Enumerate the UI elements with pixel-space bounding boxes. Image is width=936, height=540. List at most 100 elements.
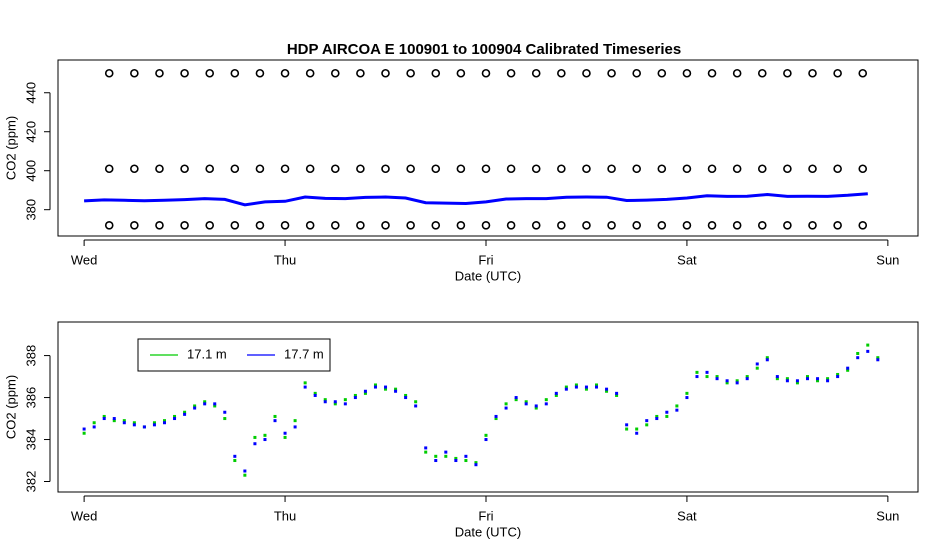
point bbox=[363, 391, 367, 395]
point bbox=[732, 220, 742, 230]
point bbox=[836, 372, 840, 376]
point bbox=[816, 377, 820, 381]
point bbox=[564, 385, 568, 389]
point bbox=[394, 387, 398, 391]
point bbox=[323, 400, 327, 404]
point bbox=[356, 220, 365, 230]
plot-frame bbox=[57, 321, 919, 493]
point bbox=[293, 419, 297, 423]
point bbox=[856, 351, 860, 355]
point bbox=[707, 164, 717, 174]
point bbox=[531, 220, 541, 230]
point bbox=[183, 412, 187, 416]
point bbox=[544, 402, 548, 406]
point bbox=[783, 220, 792, 230]
point bbox=[534, 406, 538, 410]
point bbox=[363, 389, 367, 393]
point bbox=[783, 68, 792, 78]
point bbox=[255, 68, 265, 78]
point bbox=[305, 68, 315, 78]
point bbox=[707, 220, 717, 230]
point bbox=[283, 435, 287, 439]
point bbox=[725, 381, 729, 385]
y-tick-label: 380 bbox=[23, 199, 38, 221]
point bbox=[303, 385, 307, 389]
point bbox=[856, 356, 860, 360]
point bbox=[757, 164, 767, 174]
point bbox=[122, 421, 126, 425]
point bbox=[406, 164, 415, 174]
point bbox=[180, 68, 189, 78]
point bbox=[313, 393, 317, 397]
point bbox=[675, 404, 679, 408]
point bbox=[785, 377, 789, 381]
point bbox=[255, 164, 265, 174]
point bbox=[104, 68, 114, 78]
point bbox=[243, 473, 247, 477]
point bbox=[162, 419, 166, 423]
point bbox=[233, 454, 237, 458]
point bbox=[130, 164, 139, 174]
point bbox=[514, 398, 518, 402]
point bbox=[544, 398, 548, 402]
point bbox=[615, 391, 619, 395]
legend-label: 17.7 m bbox=[284, 346, 324, 361]
x-tick-label: Sun bbox=[876, 508, 899, 523]
point bbox=[574, 383, 578, 387]
point bbox=[755, 366, 759, 370]
point bbox=[280, 68, 290, 78]
point bbox=[313, 391, 317, 395]
point bbox=[132, 421, 136, 425]
point bbox=[263, 438, 267, 442]
point bbox=[203, 402, 207, 406]
point bbox=[404, 396, 408, 400]
point bbox=[665, 410, 669, 414]
point bbox=[132, 423, 136, 427]
point bbox=[858, 164, 868, 174]
point bbox=[193, 404, 197, 408]
point bbox=[657, 68, 667, 78]
point bbox=[494, 417, 498, 421]
point bbox=[755, 362, 759, 366]
point bbox=[381, 220, 390, 230]
point bbox=[424, 446, 428, 450]
point bbox=[685, 396, 689, 400]
point bbox=[655, 414, 659, 418]
point bbox=[531, 164, 541, 174]
point bbox=[557, 68, 566, 78]
point bbox=[431, 68, 441, 78]
point bbox=[866, 343, 870, 347]
point bbox=[607, 164, 616, 174]
point bbox=[657, 220, 667, 230]
y-tick-label: 384 bbox=[23, 429, 38, 451]
point bbox=[582, 68, 591, 78]
point bbox=[203, 400, 207, 404]
point bbox=[280, 164, 290, 174]
point bbox=[205, 220, 215, 230]
point bbox=[775, 377, 779, 381]
point bbox=[725, 379, 729, 383]
point bbox=[193, 406, 197, 410]
point bbox=[230, 220, 240, 230]
point bbox=[757, 220, 767, 230]
point bbox=[775, 375, 779, 379]
point bbox=[732, 68, 742, 78]
y-axis-label: CO2 (ppm) bbox=[3, 116, 18, 180]
point bbox=[607, 220, 616, 230]
point bbox=[142, 425, 146, 429]
series-line bbox=[84, 192, 868, 207]
point bbox=[434, 459, 438, 463]
x-tick-label: Fri bbox=[478, 508, 493, 523]
point bbox=[805, 375, 809, 379]
point bbox=[554, 391, 558, 395]
point bbox=[444, 450, 448, 454]
point bbox=[615, 393, 619, 397]
point bbox=[506, 68, 516, 78]
point bbox=[456, 164, 466, 174]
point bbox=[504, 402, 508, 406]
point bbox=[102, 414, 106, 418]
chart-title: HDP AIRCOA E 100901 to 100904 Calibrated… bbox=[287, 41, 681, 58]
point bbox=[625, 423, 629, 427]
point bbox=[584, 387, 588, 391]
